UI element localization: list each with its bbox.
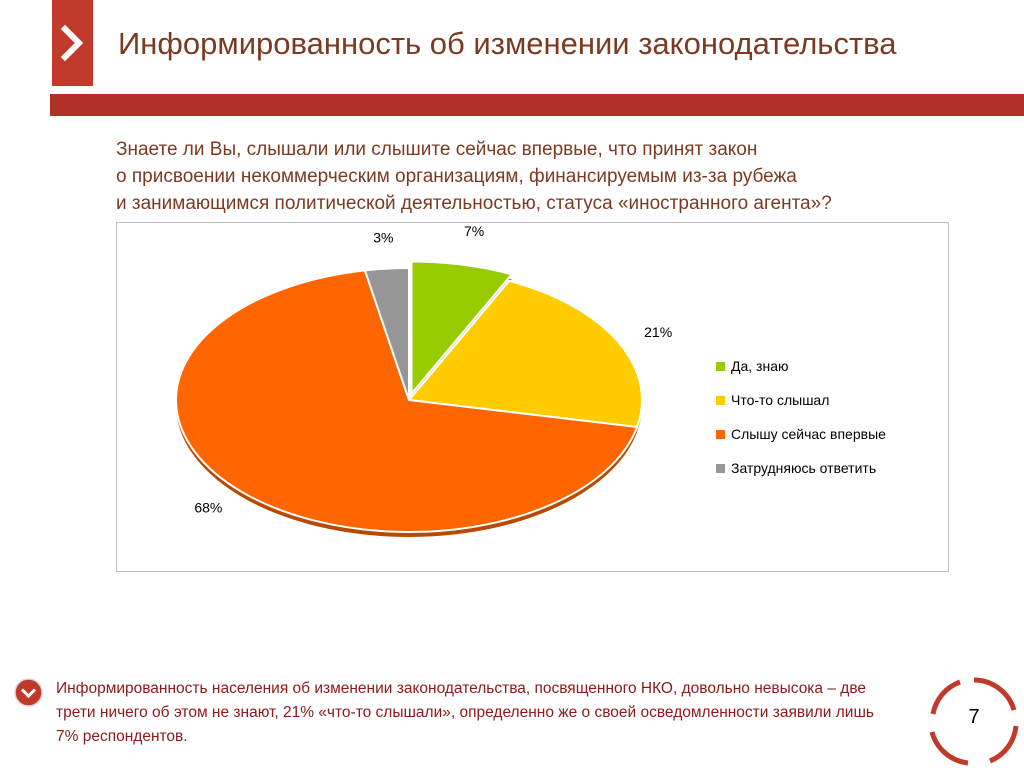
conclusion-text: Информированность населения об изменении…	[56, 680, 874, 745]
page-title: Информированность об изменении законодат…	[118, 26, 897, 61]
pie-slice	[407, 279, 643, 429]
pie-data-label: 3%	[373, 230, 393, 246]
header-bar	[50, 94, 1024, 116]
chevron-right-icon	[60, 24, 84, 62]
legend-label: Что-то слышал	[731, 392, 830, 408]
legend-item: Что-то слышал	[716, 383, 886, 417]
legend-swatch	[716, 429, 725, 439]
chevron-down-icon[interactable]	[14, 678, 43, 707]
pie-slice	[363, 266, 410, 401]
pie-data-label: 21%	[644, 324, 672, 340]
pie-data-label: 68%	[194, 499, 222, 515]
legend-item: Слышу сейчас впервые	[716, 417, 886, 451]
legend-label: Слышу сейчас впервые	[731, 426, 886, 442]
question-line: Знаете ли Вы, слышали или слышите сейчас…	[116, 139, 758, 160]
legend-label: Затрудняюсь ответить	[731, 460, 877, 476]
logo-chevron-box	[52, 0, 93, 86]
pie-chart: 7% 21% 68% 3%	[175, 223, 672, 537]
legend-swatch	[716, 395, 725, 405]
legend-swatch	[716, 463, 725, 473]
legend-item: Затрудняюсь ответить	[716, 451, 886, 485]
chart-legend: Да, знаю Что-то слышал Слышу сейчас впер…	[716, 349, 886, 485]
pie-data-label: 7%	[464, 223, 484, 239]
question-line: о присвоении некоммерческим организациям…	[116, 166, 797, 187]
pie-slice	[410, 260, 514, 397]
question-line: и занимающимся политической деятельность…	[116, 193, 832, 214]
legend-label: Да, знаю	[731, 358, 789, 374]
legend-swatch	[716, 361, 725, 371]
page-number-ring	[929, 677, 1019, 766]
chart-frame: 7% 21% 68% 3%	[116, 222, 949, 572]
legend-item: Да, знаю	[716, 349, 886, 383]
pie-slice	[175, 269, 639, 533]
page-number: 7	[968, 706, 980, 728]
survey-question: Знаете ли Вы, слышали или слышите сейчас…	[116, 136, 996, 217]
